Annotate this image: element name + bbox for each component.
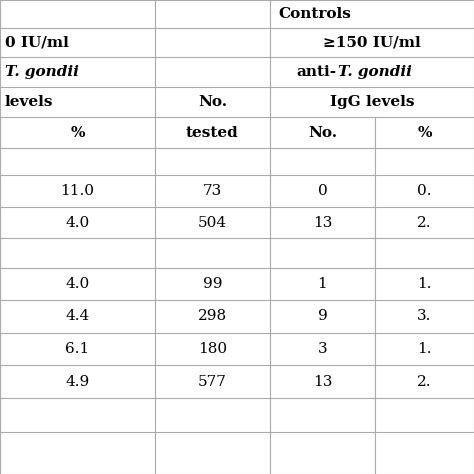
Text: 3: 3 [318,342,328,356]
Text: T. gondii: T. gondii [5,65,79,79]
Text: anti-: anti- [297,65,337,79]
Text: 0.: 0. [417,184,432,198]
Text: tested: tested [186,126,239,139]
Text: 2.: 2. [417,216,432,229]
Text: 6.1: 6.1 [65,342,90,356]
Text: 73: 73 [203,184,222,198]
Text: 4.4: 4.4 [65,310,90,323]
Text: 504: 504 [198,216,227,229]
Text: IgG levels: IgG levels [330,95,414,109]
Text: 1.: 1. [417,277,432,291]
Text: 1: 1 [318,277,328,291]
Text: 1.: 1. [417,342,432,356]
Text: levels: levels [5,95,54,109]
Text: ≥150 IU/ml: ≥150 IU/ml [323,36,421,49]
Text: 11.0: 11.0 [61,184,94,198]
Text: 13: 13 [313,216,332,229]
Text: 3.: 3. [417,310,432,323]
Text: %: % [417,126,432,139]
Text: T. gondii: T. gondii [338,65,412,79]
Text: 4.0: 4.0 [65,216,90,229]
Text: 0 IU/ml: 0 IU/ml [5,36,69,49]
Text: 298: 298 [198,310,227,323]
Text: Controls: Controls [278,7,351,21]
Text: 13: 13 [313,374,332,389]
Text: 9: 9 [318,310,328,323]
Text: 4.9: 4.9 [65,374,90,389]
Text: 99: 99 [203,277,222,291]
Text: No.: No. [198,95,227,109]
Text: 180: 180 [198,342,227,356]
Text: No.: No. [308,126,337,139]
Text: 577: 577 [198,374,227,389]
Text: 0: 0 [318,184,328,198]
Text: 4.0: 4.0 [65,277,90,291]
Text: %: % [70,126,85,139]
Text: 2.: 2. [417,374,432,389]
